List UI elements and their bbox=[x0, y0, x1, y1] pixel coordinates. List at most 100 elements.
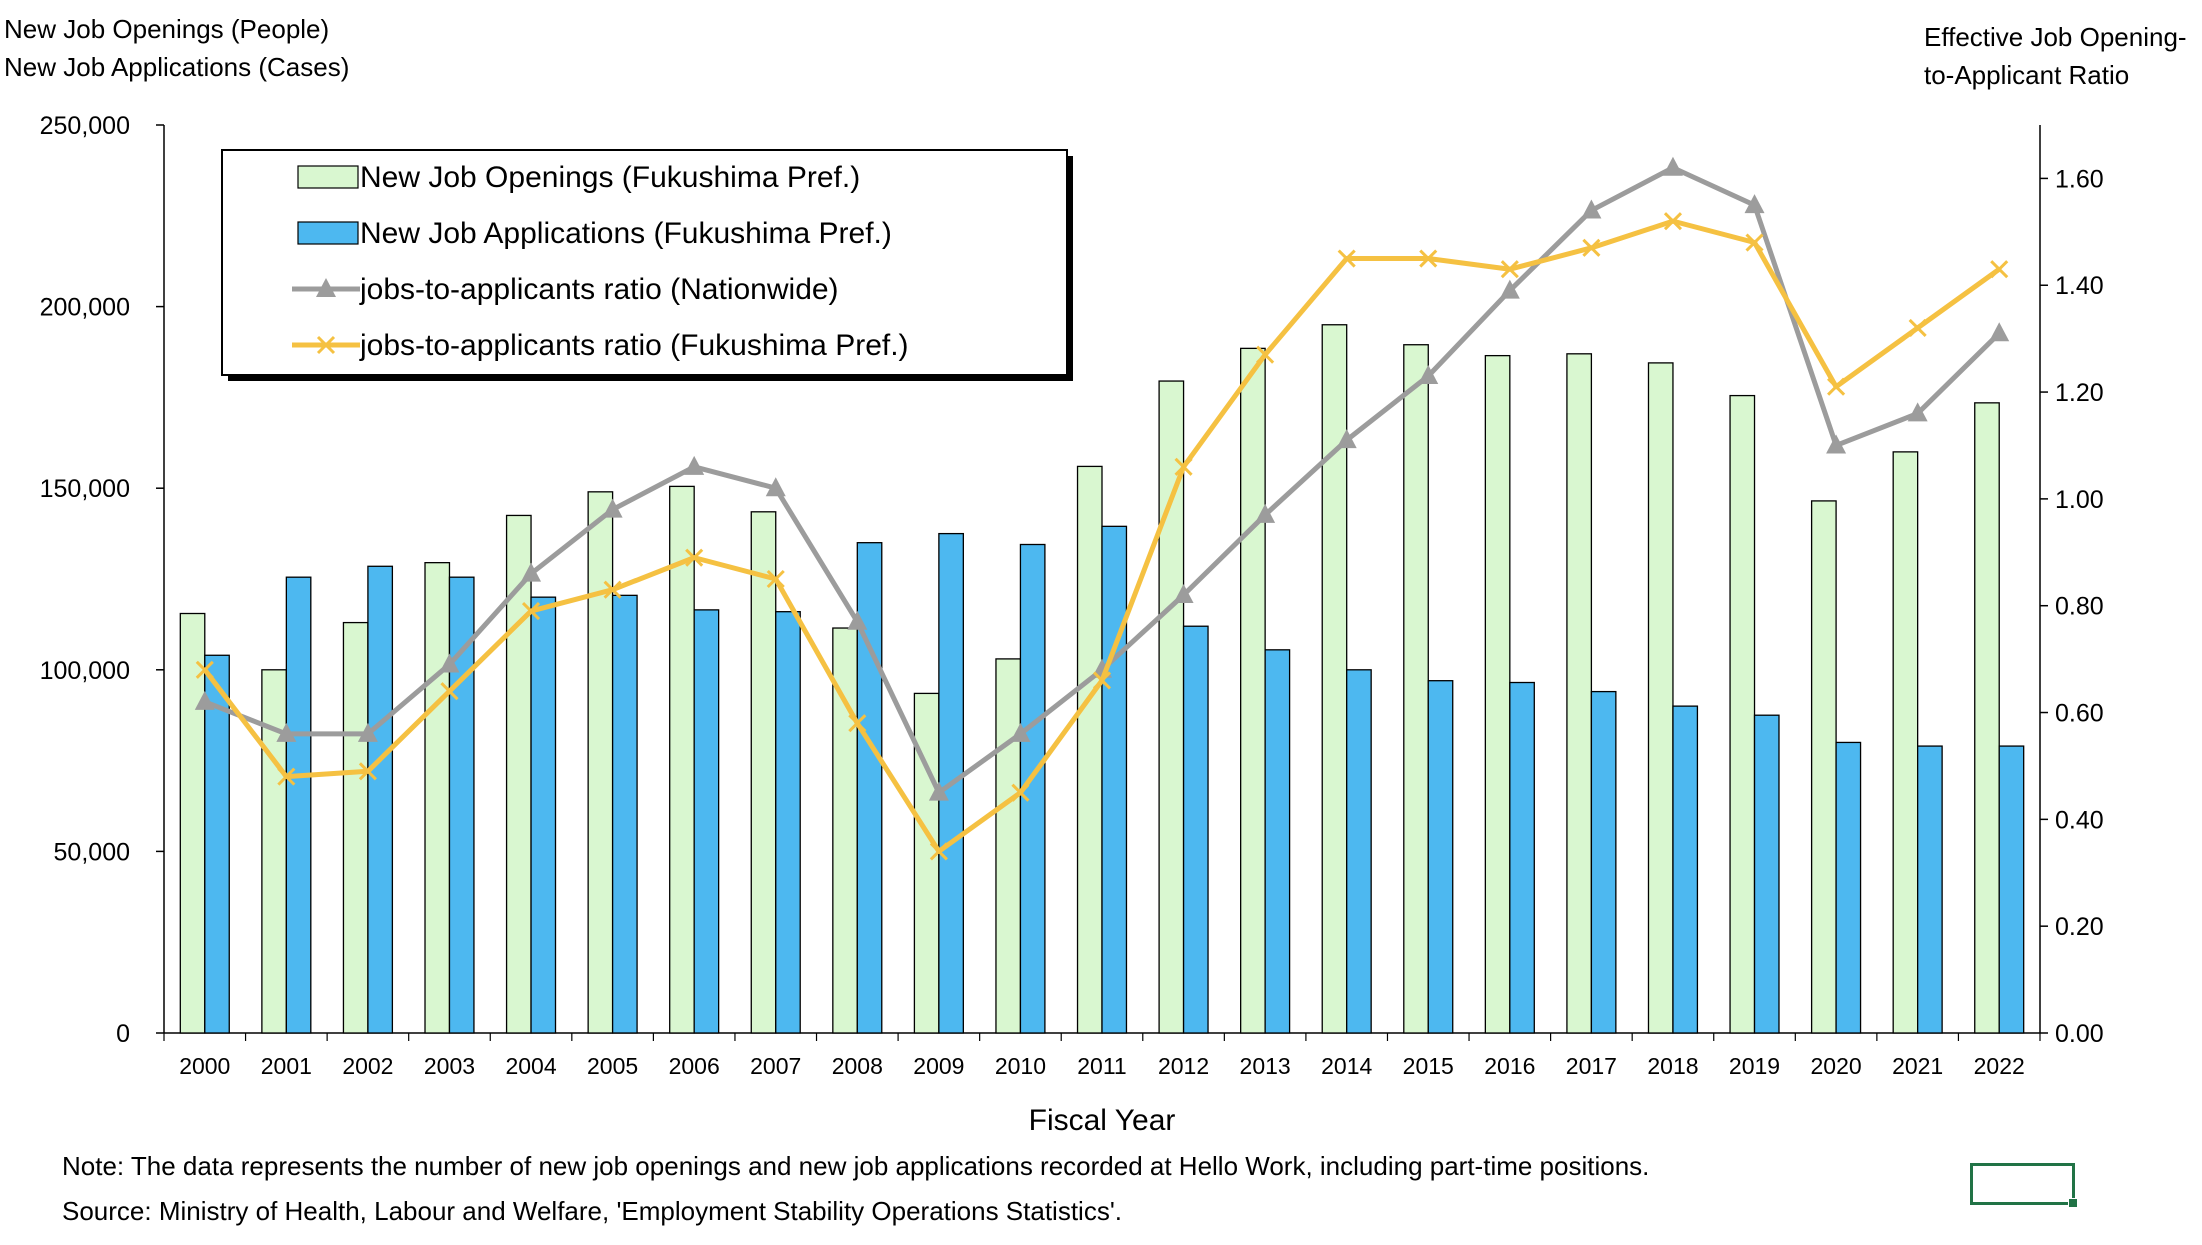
marker-x-stroke bbox=[603, 580, 622, 599]
marker-triangle bbox=[1907, 402, 1928, 422]
marker-x-stroke bbox=[1092, 671, 1112, 690]
right-tick-label: 1.20 bbox=[2055, 379, 2104, 407]
marker-x-stroke bbox=[1908, 318, 1927, 338]
marker-x-stroke bbox=[521, 601, 541, 621]
marker-triangle bbox=[765, 477, 786, 497]
bar-applications bbox=[856, 542, 883, 1034]
bar-applications bbox=[204, 654, 230, 1034]
marker-triangle bbox=[1744, 194, 1765, 214]
legend-label: New Job Applications (Fukushima Pref.) bbox=[360, 217, 892, 250]
fill-handle[interactable] bbox=[2068, 1198, 2078, 1208]
marker-triangle bbox=[1336, 429, 1357, 449]
x-tick-label: 2003 bbox=[424, 1053, 475, 1079]
bar-openings bbox=[1158, 380, 1185, 1034]
selected-cell[interactable] bbox=[1970, 1163, 2078, 1208]
marker-triangle bbox=[684, 455, 705, 475]
bar-openings bbox=[342, 621, 369, 1034]
bar-applications bbox=[1101, 525, 1128, 1034]
legend-marker bbox=[316, 278, 336, 297]
legend-swatch bbox=[297, 165, 359, 189]
bar-applications bbox=[530, 596, 557, 1034]
marker-x bbox=[1745, 233, 1764, 252]
left-tick-label: 50,000 bbox=[54, 838, 130, 866]
bar-openings bbox=[1892, 451, 1919, 1034]
marker-x bbox=[440, 682, 459, 701]
marker-triangle bbox=[276, 722, 297, 742]
marker-x-stroke bbox=[929, 842, 948, 861]
marker-x bbox=[1256, 345, 1275, 364]
marker-x bbox=[1663, 212, 1683, 231]
marker-x bbox=[195, 660, 214, 679]
bar-openings bbox=[1484, 354, 1511, 1034]
legend-box bbox=[221, 149, 1068, 376]
marker-x-stroke bbox=[1663, 212, 1683, 231]
left-axis-title-line: New Job Applications (Cases) bbox=[4, 52, 349, 82]
marker-x-stroke bbox=[195, 660, 214, 679]
right-tick-label: 0.80 bbox=[2055, 593, 2104, 621]
marker-x bbox=[1582, 238, 1601, 257]
marker-triangle bbox=[928, 781, 949, 801]
x-tick-label: 2000 bbox=[179, 1053, 230, 1079]
legend-label: New Job Openings (Fukushima Pref.) bbox=[360, 161, 860, 194]
marker-triangle bbox=[1581, 199, 1602, 219]
bar-applications bbox=[1509, 681, 1535, 1034]
marker-x bbox=[358, 762, 377, 781]
marker-x bbox=[685, 548, 704, 567]
legend-swatch bbox=[297, 221, 359, 245]
left-tick-label: 100,000 bbox=[40, 657, 130, 685]
x-tick-label: 2016 bbox=[1484, 1053, 1535, 1079]
marker-x-stroke bbox=[277, 767, 296, 786]
bar-openings bbox=[424, 562, 451, 1034]
marker-triangle bbox=[1010, 722, 1031, 742]
marker-x-stroke bbox=[1256, 345, 1275, 364]
right-tick-label: 0.60 bbox=[2055, 700, 2104, 728]
marker-triangle bbox=[439, 653, 460, 673]
x-tick-label: 2019 bbox=[1729, 1053, 1780, 1079]
marker-x-stroke bbox=[1745, 233, 1764, 252]
marker-triangle bbox=[357, 722, 378, 742]
bar-applications bbox=[693, 609, 720, 1034]
legend-label: jobs-to-applicants ratio (Nationwide) bbox=[359, 273, 839, 306]
x-tick-label: 2017 bbox=[1566, 1053, 1617, 1079]
marker-x bbox=[277, 767, 296, 786]
bar-openings bbox=[1403, 344, 1429, 1034]
bar-openings bbox=[1076, 465, 1103, 1034]
bar-openings bbox=[179, 612, 206, 1034]
marker-x bbox=[1990, 260, 2009, 279]
x-tick-label: 2015 bbox=[1403, 1053, 1454, 1079]
bar-applications bbox=[1753, 714, 1780, 1034]
bar-applications bbox=[367, 565, 394, 1034]
marker-triangle bbox=[521, 562, 542, 582]
bar-openings bbox=[1729, 394, 1756, 1034]
bar-openings bbox=[505, 514, 532, 1034]
marker-x-stroke bbox=[358, 762, 377, 781]
x-tick-label: 2004 bbox=[505, 1053, 556, 1079]
x-tick-label: 2013 bbox=[1240, 1053, 1291, 1079]
x-tick-label: 2009 bbox=[913, 1053, 964, 1079]
right-tick-label: 0.00 bbox=[2055, 1020, 2104, 1048]
bar-applications bbox=[1998, 745, 2025, 1034]
right-tick-label: 0.40 bbox=[2055, 806, 2104, 834]
bar-applications bbox=[1346, 669, 1372, 1034]
left-axis-title-line: New Job Openings (People) bbox=[4, 14, 329, 44]
bar-applications bbox=[1182, 625, 1209, 1034]
marker-x bbox=[848, 714, 867, 733]
marker-x bbox=[766, 569, 785, 589]
x-tick-label: 2012 bbox=[1158, 1053, 1209, 1079]
bar-openings bbox=[1321, 324, 1348, 1034]
marker-x bbox=[1337, 249, 1356, 268]
bar-applications bbox=[1590, 690, 1617, 1034]
bar-applications bbox=[1427, 680, 1454, 1034]
marker-triangle bbox=[1989, 322, 2010, 342]
marker-x-stroke bbox=[766, 569, 785, 589]
bar-openings bbox=[1974, 402, 2000, 1034]
marker-triangle bbox=[194, 690, 215, 710]
left-tick-label: 250,000 bbox=[40, 112, 130, 140]
source-text: Source: Ministry of Health, Labour and W… bbox=[62, 1196, 1122, 1226]
bar-openings bbox=[587, 491, 614, 1034]
right-tick-label: 1.00 bbox=[2055, 486, 2104, 514]
x-tick-label: 2018 bbox=[1647, 1053, 1698, 1079]
bar-openings bbox=[1566, 353, 1593, 1034]
marker-triangle bbox=[1255, 503, 1276, 523]
